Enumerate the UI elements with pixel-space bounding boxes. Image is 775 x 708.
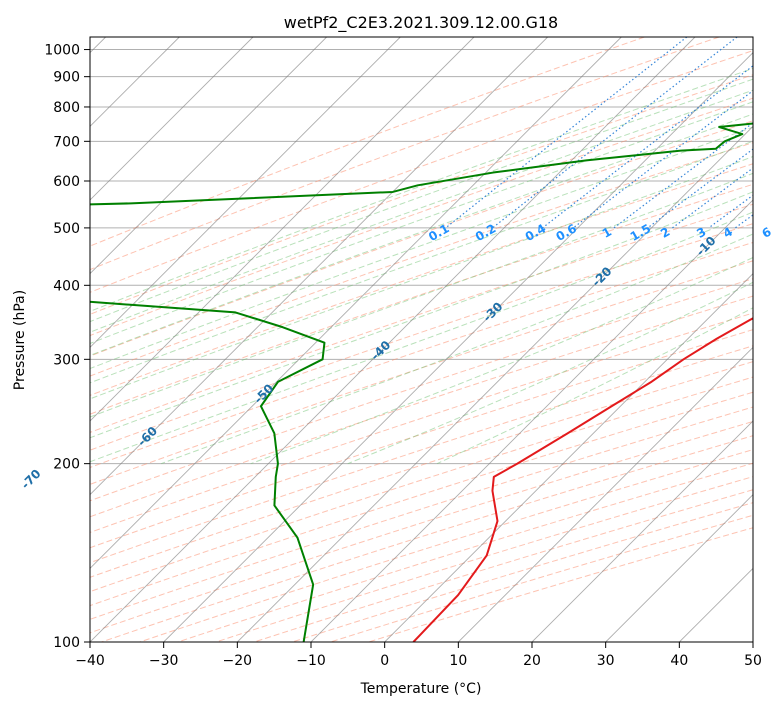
dry-adiabat-line [90, 37, 720, 271]
chart-title: wetPf2_C2E3.2021.309.12.00.G18 [284, 13, 558, 33]
moist-adiabat-line [160, 233, 753, 465]
y-tick-label: 100 [53, 635, 80, 651]
x-tick-label: 0 [380, 653, 389, 669]
isotherm-line [90, 37, 327, 275]
mixing-ratio-lines [445, 37, 753, 229]
plot-area [90, 37, 753, 642]
temperature-profile-line [412, 317, 753, 642]
isotherm-line [90, 37, 696, 642]
x-tick-label: −20 [223, 653, 253, 669]
isotherm-line [458, 346, 753, 642]
x-tick-label: −30 [149, 653, 179, 669]
mixing-ratio-line [492, 37, 738, 229]
isotherm-line [605, 494, 753, 642]
dry-adiabat-line [90, 241, 753, 469]
isotherm-line [237, 125, 753, 642]
moist-adiabat-line [347, 281, 753, 465]
dry-adiabat-line [90, 183, 753, 415]
moist-adiabats [90, 67, 753, 465]
moist-adiabat-line [90, 172, 753, 418]
y-tick-label: 600 [53, 174, 80, 190]
y-tick-label: 200 [53, 457, 80, 473]
moist-adiabat-line [90, 140, 753, 384]
isotherm-line [310, 199, 753, 642]
x-tick-label: −10 [296, 653, 326, 669]
plot-frame [89, 36, 754, 643]
moist-adiabat-line [90, 155, 753, 400]
dry-adiabat-line [90, 295, 753, 518]
profile-series [90, 122, 753, 642]
x-tick-label: 40 [670, 653, 688, 669]
x-tick-label: −40 [75, 653, 105, 669]
dry-adiabat-line [90, 97, 753, 337]
dry-adiabat-line [90, 345, 753, 564]
dry-adiabat-line [90, 37, 645, 247]
dry-adiabat-line [90, 74, 753, 315]
x-axis-label: Temperature (°C) [360, 681, 482, 697]
y-axis-label: Pressure (hPa) [12, 290, 28, 390]
isotherm-line [90, 37, 548, 496]
isotherm-line [384, 273, 753, 642]
x-axis-ticks: −40 −30 −20 −10 0 10 20 30 40 50 [75, 642, 762, 669]
dry-adiabat-line [90, 203, 753, 433]
moist-adiabat-line [90, 78, 753, 323]
moist-adiabat-line [90, 89, 753, 333]
isotherm-line [163, 52, 753, 642]
isotherm-line [90, 37, 475, 422]
moist-adiabat-line [90, 126, 753, 370]
dry-adiabat-line [90, 163, 753, 396]
isotherm-line [90, 37, 254, 201]
mixing-ratio-line [542, 65, 753, 229]
y-tick-label: 1000 [44, 43, 80, 59]
moist-adiabat-line [90, 113, 753, 357]
y-tick-label: 900 [53, 70, 80, 86]
moist-adiabat-line [250, 256, 753, 465]
isotherms [90, 37, 753, 642]
y-tick-label: 500 [53, 221, 80, 237]
moist-adiabat-line [90, 67, 753, 312]
y-tick-label: 300 [53, 352, 80, 368]
dry-adiabat-line [90, 391, 753, 607]
y-tick-label: 400 [53, 278, 80, 294]
y-tick-label: 700 [53, 134, 80, 150]
x-tick-label: 50 [744, 653, 762, 669]
isotherm-line [531, 420, 753, 642]
dry-adiabat-line [90, 376, 753, 593]
moist-adiabat-line [90, 191, 753, 439]
dry-adiabat-line [90, 50, 753, 293]
dry-adiabat-line [90, 278, 753, 502]
isotherm-line [90, 37, 401, 348]
x-tick-label: 10 [449, 653, 467, 669]
isotherm-line [90, 37, 622, 569]
mixing-ratio-line [572, 89, 753, 229]
x-tick-label: 30 [597, 653, 615, 669]
y-tick-label: 800 [53, 100, 80, 116]
mixing-ratio-line [672, 167, 753, 229]
dewpoint-profile-line [90, 122, 753, 642]
dry-adiabat-line [90, 329, 753, 549]
y-axis-ticks: 100 200 300 400 500 600 700 800 900 1000 [44, 43, 90, 651]
x-tick-label: 20 [523, 653, 541, 669]
dry-adiabat-line [90, 142, 753, 377]
moist-adiabat-line [90, 101, 753, 345]
